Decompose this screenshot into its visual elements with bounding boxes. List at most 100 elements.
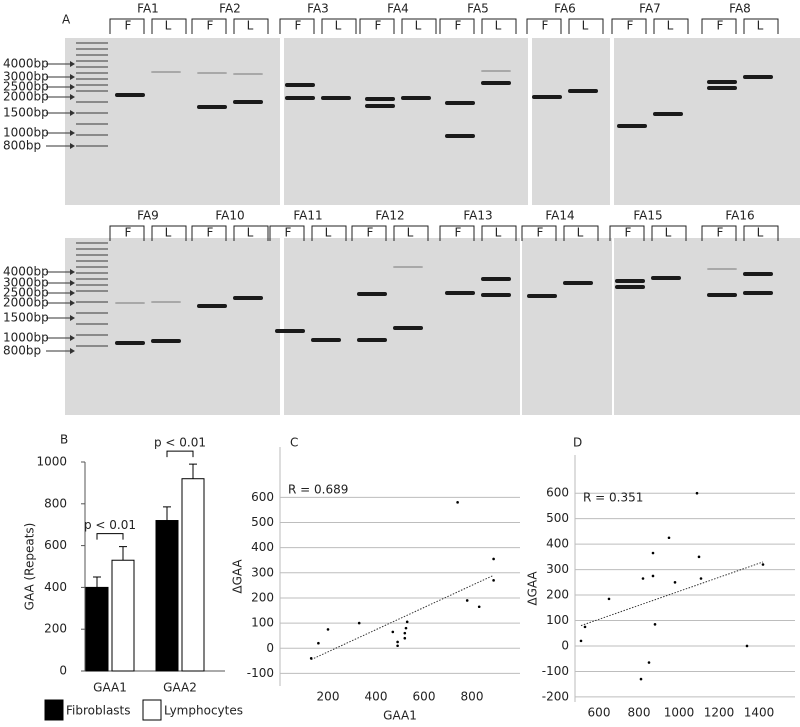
lane-group-label: FA9	[137, 209, 159, 223]
marker-label: 1000bp	[3, 331, 49, 345]
data-point	[403, 631, 407, 635]
lane-group-label: FA6	[554, 2, 576, 16]
error-bar	[93, 576, 101, 588]
error-bar	[189, 463, 197, 479]
lane-label: L	[247, 226, 254, 240]
ladder-band	[76, 345, 108, 347]
data-point	[745, 644, 749, 648]
x-tick-label: 800	[461, 690, 484, 704]
y-tick-label: 200	[546, 588, 569, 602]
lane-group-label: FA7	[639, 2, 661, 16]
lane-group-label: FA10	[215, 209, 244, 223]
marker-arrowhead	[70, 94, 75, 100]
bar	[85, 586, 109, 672]
lane-label: L	[415, 19, 422, 33]
lane-bracket	[611, 18, 689, 34]
legend-label: Lymphocytes	[164, 704, 243, 718]
y-tick-label: 800	[44, 496, 67, 510]
gel-image	[65, 38, 280, 205]
marker-arrowhead	[70, 315, 75, 321]
gel-band	[568, 89, 598, 93]
y-tick-label: 400	[44, 580, 67, 594]
lane-bracket	[439, 18, 517, 34]
lane-label: F	[537, 226, 544, 240]
lane-group-label: FA1	[137, 2, 159, 16]
gel-band	[527, 294, 557, 298]
gel-band	[285, 96, 315, 100]
lane-label: L	[335, 19, 342, 33]
y-tick-label: -100	[247, 666, 274, 680]
y-tick-label: 300	[251, 565, 274, 579]
data-point	[651, 574, 655, 578]
bar	[111, 559, 135, 672]
lane-bracket	[191, 225, 269, 241]
lane-group-label: FA11	[293, 209, 322, 223]
gel-band	[481, 277, 511, 281]
panel-label: D	[573, 436, 582, 450]
gel-band	[393, 266, 423, 268]
ladder-band	[76, 84, 108, 86]
y-tick-label: 0	[561, 638, 569, 652]
data-point	[396, 640, 399, 644]
marker-arrowhead	[70, 130, 75, 136]
ladder-band	[76, 312, 108, 314]
marker-arrowhead	[70, 335, 75, 341]
marker-arrowhead	[70, 348, 75, 354]
data-point	[396, 644, 399, 648]
ladder-band	[76, 242, 108, 244]
y-tick-label: 200	[44, 622, 67, 636]
lane-label: F	[125, 226, 132, 240]
data-point	[653, 623, 657, 626]
lane-label: F	[207, 226, 214, 240]
error-bar	[163, 506, 171, 521]
lane-bracket	[109, 18, 187, 34]
marker-label: 1500bp	[3, 106, 49, 120]
data-point	[673, 581, 677, 584]
gel-band	[615, 285, 645, 289]
significance-bracket	[166, 450, 194, 458]
data-point	[326, 628, 330, 631]
ladder-band	[76, 123, 108, 125]
gel-band	[233, 73, 263, 75]
lane-label: L	[495, 19, 502, 33]
y-tick-label: 300	[546, 562, 569, 576]
lane-group-label: FA12	[375, 209, 404, 223]
legend-label: Fibroblasts	[66, 704, 131, 718]
ladder-band	[76, 334, 108, 336]
data-point	[699, 577, 703, 580]
ladder-band	[76, 278, 108, 280]
gel-band	[393, 326, 423, 330]
lane-label: L	[667, 19, 674, 33]
gel-band	[481, 81, 511, 85]
lane-label: L	[325, 226, 332, 240]
lane-bracket	[701, 18, 779, 34]
marker-label: 800bp	[3, 139, 41, 153]
lane-label: F	[625, 226, 632, 240]
data-point	[492, 579, 495, 582]
marker-label: 2000bp	[3, 296, 49, 310]
lane-bracket	[279, 18, 357, 34]
gel-band	[615, 279, 645, 283]
x-tick-label: GAA2	[163, 681, 197, 695]
data-point	[477, 605, 481, 609]
ladder-band	[76, 301, 108, 303]
gel-band	[707, 293, 737, 297]
lane-label: F	[717, 19, 724, 33]
lane-group-label: FA5	[467, 2, 489, 16]
marker-label: 1000bp	[3, 126, 49, 140]
panel-label: B	[60, 433, 68, 447]
data-point	[651, 551, 655, 555]
correlation-label: R = 0.351	[583, 491, 643, 505]
gel-band	[743, 291, 773, 295]
data-point	[357, 621, 361, 625]
gel-band	[151, 301, 181, 303]
gel-band	[357, 338, 387, 342]
data-point	[391, 630, 395, 634]
ladder-band	[76, 254, 108, 256]
ladder-band	[76, 266, 108, 268]
lane-bracket	[521, 225, 599, 241]
lane-bracket	[439, 225, 517, 241]
y-tick-label: 0	[266, 641, 274, 655]
data-point	[639, 677, 643, 681]
ladder-band	[76, 260, 108, 262]
